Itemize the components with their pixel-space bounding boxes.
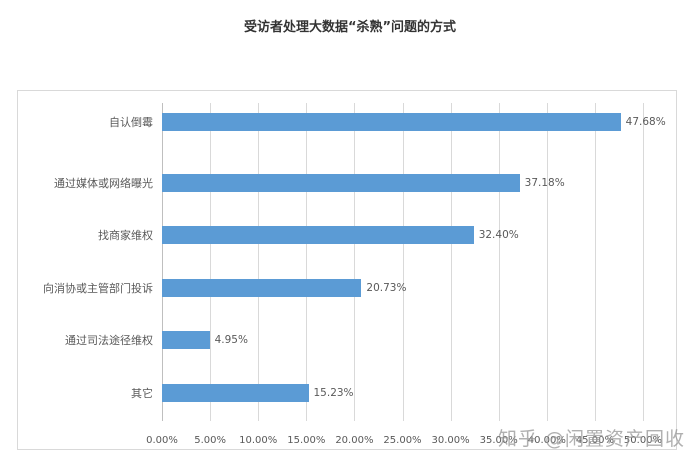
x-tick-label: 20.00%	[335, 435, 374, 446]
gridline	[162, 103, 163, 421]
bar	[162, 279, 362, 297]
data-label: 32.40%	[478, 229, 519, 241]
bar	[162, 174, 520, 192]
watermark: 知乎 @闲置资产回收	[498, 428, 686, 450]
gridline	[498, 103, 500, 421]
bar	[162, 384, 309, 402]
category-label: 向消协或主管部门投诉	[43, 282, 153, 295]
bar	[162, 226, 474, 244]
x-tick-label: 30.00%	[431, 435, 470, 446]
gridline	[402, 103, 404, 421]
gridline	[594, 103, 596, 421]
x-tick-label: 50.00%	[623, 435, 663, 446]
x-tick-label: 35.00%	[479, 435, 518, 446]
category-label: 通过司法途径维权	[65, 334, 153, 347]
x-tick-label: 40.00%	[527, 435, 566, 446]
x-tick-label: 0.00%	[146, 435, 178, 446]
gridline	[258, 103, 260, 421]
data-label: 47.68%	[625, 116, 666, 128]
chart-frame	[17, 90, 677, 450]
x-tick-label: 45.00%	[575, 435, 614, 446]
category-label: 通过媒体或网络曝光	[54, 177, 153, 190]
gridline	[643, 103, 644, 421]
data-label: 37.18%	[524, 177, 565, 189]
gridline	[306, 103, 308, 421]
chart-title: 受访者处理大数据“杀熟”问题的方式	[243, 20, 457, 35]
category-label: 自认倒霉	[109, 116, 153, 129]
data-label: 20.73%	[366, 282, 407, 294]
gridline	[354, 103, 356, 421]
plot-area: 47.68% 37.18% 32.40% 20.73% 4.95% 15.23%	[162, 103, 666, 421]
bar	[162, 331, 210, 349]
x-tick-label: 15.00%	[287, 435, 326, 446]
data-label: 4.95%	[214, 334, 248, 346]
category-label: 其它	[131, 387, 153, 400]
gridline	[546, 103, 548, 421]
category-label: 找商家维权	[98, 229, 153, 242]
x-tick-label: 5.00%	[194, 435, 226, 446]
x-tick-label: 10.00%	[239, 435, 278, 446]
data-label: 15.23%	[313, 387, 354, 399]
gridline	[210, 103, 212, 421]
bar	[162, 113, 621, 131]
x-tick-label: 25.00%	[383, 435, 422, 446]
gridline	[450, 103, 452, 421]
